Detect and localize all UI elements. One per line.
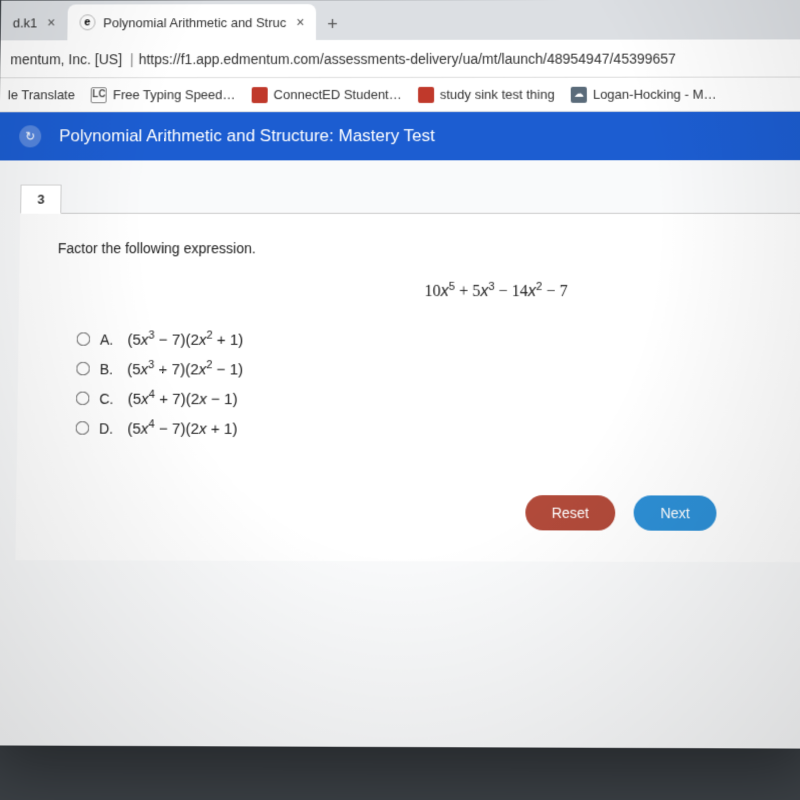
bookmark-loganhocking[interactable]: ☁ Logan-Hocking - M…	[571, 86, 717, 102]
lc-icon: LC	[91, 87, 107, 103]
content-area: 3 Factor the following expression. 10x5 …	[0, 160, 800, 748]
browser-tab-active[interactable]: e Polynomial Arithmetic and Struc ×	[67, 4, 316, 40]
tab-title: Polynomial Arithmetic and Struc	[103, 15, 286, 30]
option-letter: B.	[100, 361, 114, 377]
security-origin: mentum, Inc. [US]	[10, 51, 122, 67]
bookmark-connected[interactable]: ConnectED Student…	[251, 86, 401, 102]
option-letter: C.	[99, 390, 113, 406]
question-expression: 10x5 + 5x3 − 14x2 − 7	[218, 281, 775, 302]
option-d[interactable]: D. (5x4 − 7)(2x + 1)	[76, 419, 777, 440]
plus-icon: +	[327, 14, 338, 35]
bookmark-translate[interactable]: le Translate	[8, 87, 75, 102]
browser-tabstrip: d.k1 × e Polynomial Arithmetic and Struc…	[1, 0, 800, 40]
red-icon	[251, 87, 267, 103]
cloud-icon: ☁	[571, 86, 587, 102]
radio-b[interactable]	[76, 362, 90, 376]
option-letter: D.	[99, 420, 113, 436]
bookmark-label: le Translate	[8, 87, 75, 102]
option-math: (5x3 + 7)(2x2 − 1)	[127, 359, 243, 379]
option-math: (5x3 − 7)(2x2 + 1)	[127, 330, 243, 349]
radio-a[interactable]	[76, 332, 90, 346]
answer-options: A. (5x3 − 7)(2x2 + 1) B. (5x3 + 7)(2x2 −…	[76, 330, 777, 439]
page-header: ↻ Polynomial Arithmetic and Structure: M…	[0, 112, 800, 161]
page-title: Polynomial Arithmetic and Structure: Mas…	[59, 126, 435, 146]
reset-button[interactable]: Reset	[525, 496, 616, 531]
close-icon[interactable]: ×	[47, 14, 55, 30]
option-math: (5x4 + 7)(2x − 1)	[128, 389, 238, 409]
option-b[interactable]: B. (5x3 + 7)(2x2 − 1)	[76, 359, 776, 379]
tab-title: d.k1	[13, 15, 38, 30]
next-button[interactable]: Next	[634, 496, 717, 531]
question-panel: Factor the following expression. 10x5 + …	[15, 213, 800, 563]
option-math: (5x4 − 7)(2x + 1)	[127, 419, 237, 439]
browser-tab-inactive[interactable]: d.k1 ×	[1, 4, 68, 40]
close-icon[interactable]: ×	[296, 14, 304, 30]
bookmark-label: ConnectED Student…	[273, 87, 401, 102]
bookmarks-bar: le Translate LC Free Typing Speed… Conne…	[0, 78, 800, 113]
bookmark-label: study sink test thing	[440, 87, 555, 102]
red-icon	[418, 86, 434, 102]
radio-c[interactable]	[76, 392, 90, 406]
favicon-icon: e	[79, 14, 95, 30]
new-tab-button[interactable]: +	[316, 8, 348, 40]
question-prompt: Factor the following expression.	[58, 240, 775, 256]
action-buttons: Reset Next	[54, 495, 778, 532]
question-number-tab[interactable]: 3	[20, 185, 62, 214]
refresh-icon[interactable]: ↻	[19, 125, 41, 147]
bookmark-label: Free Typing Speed…	[113, 87, 236, 102]
option-a[interactable]: A. (5x3 − 7)(2x2 + 1)	[77, 330, 776, 350]
bookmark-studysink[interactable]: study sink test thing	[418, 86, 555, 102]
option-c[interactable]: C. (5x4 + 7)(2x − 1)	[76, 389, 776, 409]
bookmark-label: Logan-Hocking - M…	[593, 87, 717, 102]
bookmark-typing[interactable]: LC Free Typing Speed…	[91, 87, 236, 103]
option-letter: A.	[100, 331, 114, 347]
separator: |	[130, 51, 134, 67]
radio-d[interactable]	[75, 421, 89, 435]
address-bar[interactable]: mentum, Inc. [US] | https://f1.app.edmen…	[0, 39, 800, 78]
url-text: https://f1.app.edmentum.com/assessments-…	[139, 50, 676, 67]
